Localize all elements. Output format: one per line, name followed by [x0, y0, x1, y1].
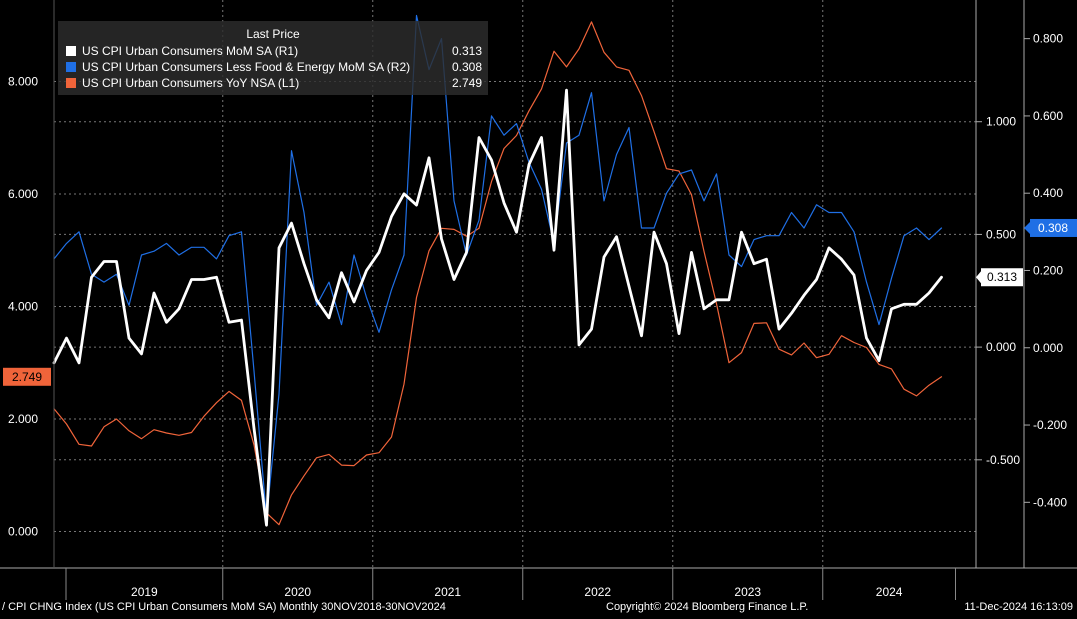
badge-mom-pointer: [976, 271, 981, 284]
legend-swatch-icon: [66, 62, 76, 72]
series-line-yoy: [53, 21, 943, 526]
r2-tick-label: -0.200: [1033, 418, 1067, 432]
r2-tick-label: 0.400: [1033, 186, 1063, 200]
grid-lines: [54, 0, 976, 568]
r2-tick-label: 0.800: [1033, 32, 1063, 46]
footer-timestamp: 11-Dec-2024 16:13:09: [964, 601, 1073, 613]
year-label: 2020: [284, 585, 311, 599]
legend-label: US CPI Urban Consumers Less Food & Energ…: [82, 60, 411, 74]
left-tick-label: 8.000: [8, 75, 38, 89]
r2-tick-label: 0.600: [1033, 109, 1063, 123]
year-label: 2022: [584, 585, 611, 599]
legend-value: 2.749: [451, 76, 482, 90]
series-line-core: [53, 14, 943, 519]
footer-copyright: Copyright© 2024 Bloomberg Finance L.P.: [606, 601, 809, 613]
r1-tick-label: 0.500: [986, 227, 1016, 241]
badge-yoy-text: 2.749: [12, 370, 42, 384]
legend-label: US CPI Urban Consumers YoY NSA (L1): [82, 76, 300, 90]
axes: 0.000 2.000 4.000 6.000 8.000 -0.500 0.000 0.50…: [0, 0, 1077, 600]
badge-core-text: 0.308: [1038, 221, 1068, 235]
left-tick-label: 0.000: [8, 524, 38, 538]
legend-value: 0.313: [451, 44, 482, 58]
badge-core: [1030, 218, 1077, 237]
left-tick-label: 6.000: [8, 187, 38, 201]
badge-mom-text: 0.313: [987, 270, 1017, 284]
footer-ticker: / CPI CHNG Index (US CPI Urban Consumers…: [2, 601, 446, 613]
series-line-mom: [52, 88, 943, 527]
r1-tick-label: -0.500: [986, 453, 1020, 467]
r2-tick-label: 0.000: [1033, 341, 1063, 355]
badge-core-pointer: [1024, 221, 1030, 234]
r2-tick-label: 0.200: [1033, 263, 1063, 277]
series-layer: [52, 14, 943, 527]
legend-entry-core: US CPI Urban Consumers Less Food & Energ…: [66, 60, 482, 75]
year-label: 2024: [876, 585, 903, 599]
year-label: 2019: [131, 585, 158, 599]
legend-title: Last Price: [246, 27, 300, 41]
r1-tick-label: 0.000: [986, 340, 1016, 354]
legend-swatch-icon: [66, 78, 76, 88]
legend-entry-yoy: US CPI Urban Consumers YoY NSA (L1) 2.74…: [66, 76, 482, 91]
badge-mom: [981, 268, 1023, 287]
left-tick-label: 2.000: [8, 412, 38, 426]
legend-entry-mom: US CPI Urban Consumers MoM SA (R1) 0.313: [66, 44, 482, 59]
legend: Last Price US CPI Urban Consumers MoM SA…: [58, 21, 488, 95]
year-label: 2021: [434, 585, 461, 599]
legend-value: 0.308: [451, 60, 482, 74]
year-label: 2023: [734, 585, 761, 599]
left-tick-label: 4.000: [8, 299, 38, 313]
r1-tick-label: 1.000: [986, 115, 1016, 129]
r2-tick-label: -0.400: [1033, 495, 1067, 509]
legend-label: US CPI Urban Consumers MoM SA (R1): [82, 44, 299, 58]
legend-swatch-icon: [66, 46, 76, 56]
badge-yoy: [3, 367, 51, 386]
